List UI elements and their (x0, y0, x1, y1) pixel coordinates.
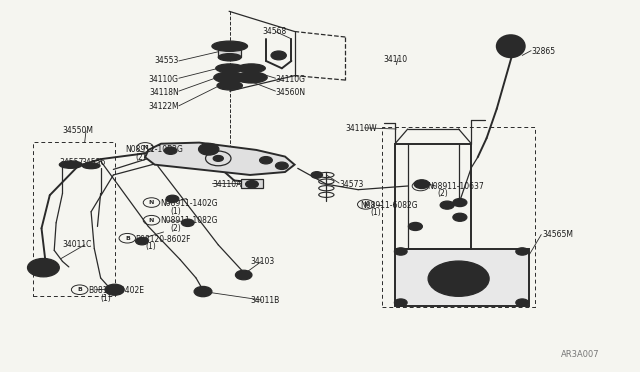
Text: (1): (1) (371, 208, 381, 217)
Ellipse shape (497, 35, 525, 57)
Text: 34110: 34110 (383, 55, 408, 64)
Text: (2): (2) (136, 153, 147, 162)
Bar (33, 142, 115, 296)
Text: N08911-1082G: N08911-1082G (160, 217, 217, 225)
Text: 34573: 34573 (339, 180, 364, 189)
Circle shape (394, 248, 407, 255)
Circle shape (311, 171, 323, 178)
Circle shape (275, 162, 288, 170)
Circle shape (246, 180, 259, 188)
Text: 34011C: 34011C (63, 240, 92, 249)
Bar (241, 179, 263, 188)
Text: 34118N: 34118N (149, 88, 179, 97)
Text: 34011B: 34011B (250, 296, 279, 305)
Polygon shape (145, 142, 294, 175)
Circle shape (408, 222, 422, 231)
Ellipse shape (216, 64, 244, 73)
Circle shape (213, 155, 223, 161)
Ellipse shape (218, 54, 241, 61)
Text: B08124-0402E: B08124-0402E (88, 286, 144, 295)
Text: N08911-1402G: N08911-1402G (160, 199, 218, 208)
Text: 34110W: 34110W (346, 125, 377, 134)
Text: N: N (363, 202, 369, 207)
Bar (395, 248, 529, 305)
Text: (2): (2) (171, 224, 181, 233)
Text: (1): (1) (145, 242, 156, 251)
Circle shape (453, 199, 467, 206)
Text: 34556: 34556 (81, 158, 106, 167)
Circle shape (105, 284, 124, 295)
Circle shape (181, 219, 194, 227)
Text: B: B (77, 287, 82, 292)
Text: N: N (143, 145, 148, 150)
Circle shape (428, 261, 489, 296)
Text: (1): (1) (100, 294, 111, 303)
Ellipse shape (237, 64, 266, 73)
Text: B08120-8602F: B08120-8602F (136, 235, 191, 244)
Text: 34110G: 34110G (149, 75, 179, 84)
Ellipse shape (212, 41, 248, 51)
Text: 34110A: 34110A (212, 180, 241, 189)
Ellipse shape (60, 161, 82, 169)
Text: (1): (1) (171, 206, 181, 215)
Ellipse shape (224, 83, 236, 88)
Circle shape (136, 237, 148, 245)
Text: N08911-10637: N08911-10637 (427, 182, 484, 190)
Ellipse shape (223, 74, 236, 80)
Text: AR3A007: AR3A007 (561, 350, 600, 359)
Circle shape (516, 299, 529, 306)
Text: N: N (418, 183, 423, 189)
Text: 34103: 34103 (250, 257, 275, 266)
Circle shape (198, 289, 207, 294)
Ellipse shape (245, 66, 258, 71)
Text: 34557: 34557 (60, 158, 84, 167)
Text: 34122M: 34122M (148, 102, 179, 112)
Text: 34550M: 34550M (63, 126, 93, 135)
Circle shape (516, 248, 529, 255)
Circle shape (441, 268, 476, 289)
Text: 34110G: 34110G (275, 75, 305, 84)
Bar (218, 47, 241, 57)
Text: N: N (149, 218, 154, 223)
Circle shape (166, 195, 179, 202)
Bar (395, 144, 471, 248)
Circle shape (440, 201, 454, 209)
Ellipse shape (245, 74, 258, 80)
Text: N08911-6082G: N08911-6082G (360, 201, 418, 210)
Ellipse shape (66, 163, 76, 167)
Circle shape (414, 180, 429, 189)
Circle shape (198, 143, 219, 155)
Circle shape (236, 270, 252, 280)
Text: N: N (149, 200, 154, 205)
Circle shape (36, 263, 51, 272)
Text: 34553: 34553 (154, 57, 179, 65)
Circle shape (164, 147, 177, 154)
Ellipse shape (236, 72, 268, 83)
Circle shape (453, 213, 467, 221)
Text: N08911-10B2G: N08911-10B2G (125, 145, 182, 154)
Circle shape (194, 286, 212, 297)
Circle shape (394, 299, 407, 306)
Text: 34565M: 34565M (543, 230, 573, 239)
Text: (2): (2) (438, 189, 449, 198)
Text: B: B (125, 236, 130, 241)
Ellipse shape (82, 163, 100, 169)
Text: 32865: 32865 (531, 47, 556, 56)
Circle shape (110, 287, 119, 292)
Ellipse shape (223, 66, 236, 71)
Circle shape (260, 157, 272, 164)
Text: 34568: 34568 (263, 27, 287, 36)
Circle shape (451, 274, 467, 283)
Bar (382, 127, 535, 307)
Text: 34560N: 34560N (275, 88, 306, 97)
Circle shape (28, 259, 60, 277)
Ellipse shape (217, 81, 243, 90)
Circle shape (271, 51, 286, 60)
Ellipse shape (214, 72, 246, 83)
